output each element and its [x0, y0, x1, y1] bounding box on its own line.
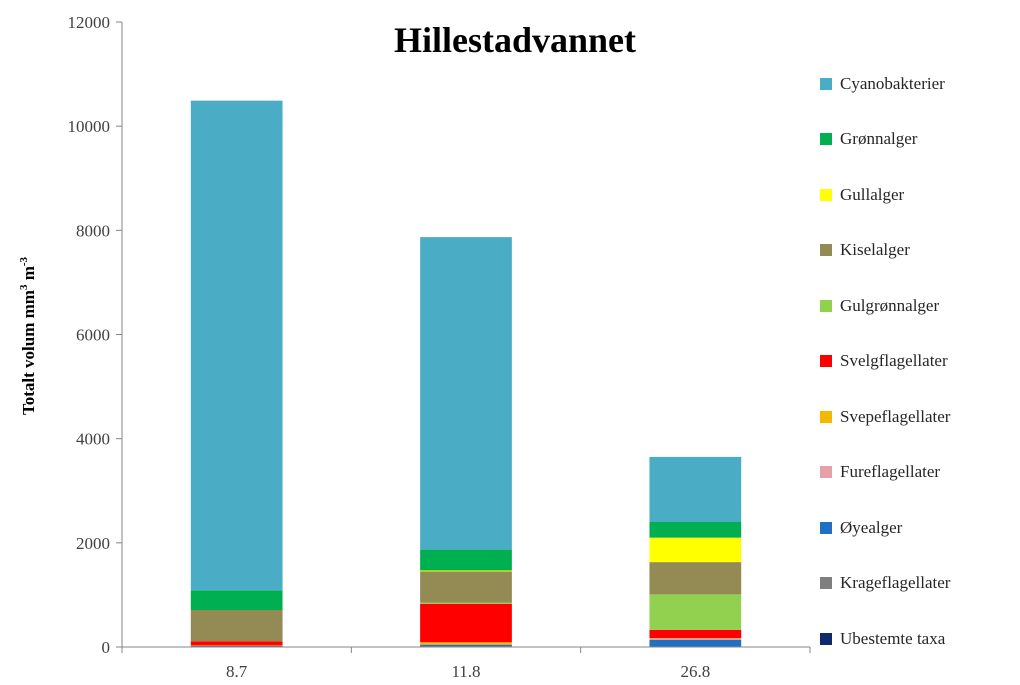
legend-swatch: [820, 77, 832, 90]
legend-label: Gulgrønnalger: [840, 295, 940, 315]
y-tick-label: 4000: [76, 430, 110, 449]
y-tick-label: 8000: [76, 221, 110, 240]
bar-segment-7-cat-2: [420, 602, 512, 604]
y-tick-label: 12000: [68, 13, 111, 32]
legend-swatch: [820, 521, 832, 534]
bar-segment-11-cat-3: [649, 456, 742, 522]
legend-item: Gulgrønnalger: [820, 278, 950, 334]
legend-label: Svelgflagellater: [840, 351, 948, 371]
bar-segment-11-cat-1: [190, 100, 283, 591]
y-tick-label: 0: [102, 638, 111, 657]
legend-label: Ubestemte taxa: [840, 628, 946, 648]
bar-segment-5-cat-1: [190, 645, 283, 646]
bar-segment-5-cat-2: [420, 642, 512, 645]
y-tick-label: 10000: [68, 117, 111, 136]
legend-item: Cyanobakterier: [820, 56, 950, 112]
y-axis-label: Totalt volum mm3 m-3: [18, 256, 38, 415]
bar-segment-8-cat-1: [190, 610, 283, 642]
legend-label: Fureflagellater: [840, 462, 941, 482]
legend-label: Grønnalger: [840, 129, 918, 149]
bar-segment-8-cat-2: [420, 571, 512, 603]
legend-swatch: [820, 632, 832, 645]
legend-swatch: [820, 410, 832, 423]
x-axis-ticks: 8.7 11.8 26.8: [121, 647, 811, 681]
y-tick-label: 2000: [76, 534, 110, 553]
legend-label: Gullalger: [840, 184, 905, 204]
x-tick-label: 8.7: [226, 662, 248, 681]
bars-area: [190, 100, 742, 647]
legend-label: Svepeflagellater: [840, 406, 951, 426]
legend-label: Øyealger: [840, 517, 903, 537]
bar-segment-3-cat-3: [649, 639, 742, 647]
legend-swatch: [820, 577, 832, 590]
bar-segment-5-cat-3: [649, 638, 742, 639]
bar-segment-9-cat-3: [649, 537, 742, 563]
bar-segment-7-cat-3: [649, 594, 742, 630]
bar-segment-10-cat-1: [190, 590, 283, 611]
legend-swatch: [820, 466, 832, 479]
legend-swatch: [820, 133, 832, 146]
chart-title: Hillestadvannet: [394, 20, 636, 60]
legend-label: Cyanobakterier: [840, 73, 945, 93]
legend-item: Grønnalger: [820, 112, 950, 168]
legend-label: Krageflagellater: [840, 573, 951, 593]
bar-segment-9-cat-2: [420, 570, 512, 572]
bar-segment-8-cat-3: [649, 562, 742, 595]
legend: Cyanobakterier Grønnalger Gullalger Kiselal…: [820, 56, 950, 667]
x-tick-label: 11.8: [451, 662, 480, 681]
bar-segment-6-cat-2: [420, 603, 512, 643]
legend-item: Svelgflagellater: [820, 334, 950, 390]
legend-item: Fureflagellater: [820, 445, 950, 501]
legend-swatch: [820, 244, 832, 257]
legend-item: Ubestemte taxa: [820, 611, 950, 667]
bar-segment-6-cat-1: [190, 641, 283, 646]
bar-segment-11-cat-2: [420, 237, 512, 550]
legend-swatch: [820, 355, 832, 368]
y-axis-ticks: 0 2000 4000 6000 8000 10000 12000: [68, 13, 122, 657]
bar-segment-10-cat-2: [420, 549, 512, 571]
x-tick-label: 26.8: [680, 662, 710, 681]
legend-swatch: [820, 299, 832, 312]
legend-item: Gullalger: [820, 167, 950, 223]
legend-label: Kiselalger: [840, 240, 910, 260]
bar-segment-6-cat-3: [649, 629, 742, 639]
bar-segment-3-cat-1: [190, 645, 283, 647]
legend-item: Svepeflagellater: [820, 389, 950, 445]
legend-item: Kiselalger: [820, 223, 950, 279]
bar-segment-10-cat-3: [649, 522, 742, 538]
legend-swatch: [820, 188, 832, 201]
legend-item: Krageflagellater: [820, 556, 950, 612]
bar-segment-3-cat-2: [420, 644, 512, 647]
bar-segment-4-cat-3: [649, 638, 742, 640]
y-tick-label: 6000: [76, 326, 110, 345]
legend-item: Øyealger: [820, 500, 950, 556]
